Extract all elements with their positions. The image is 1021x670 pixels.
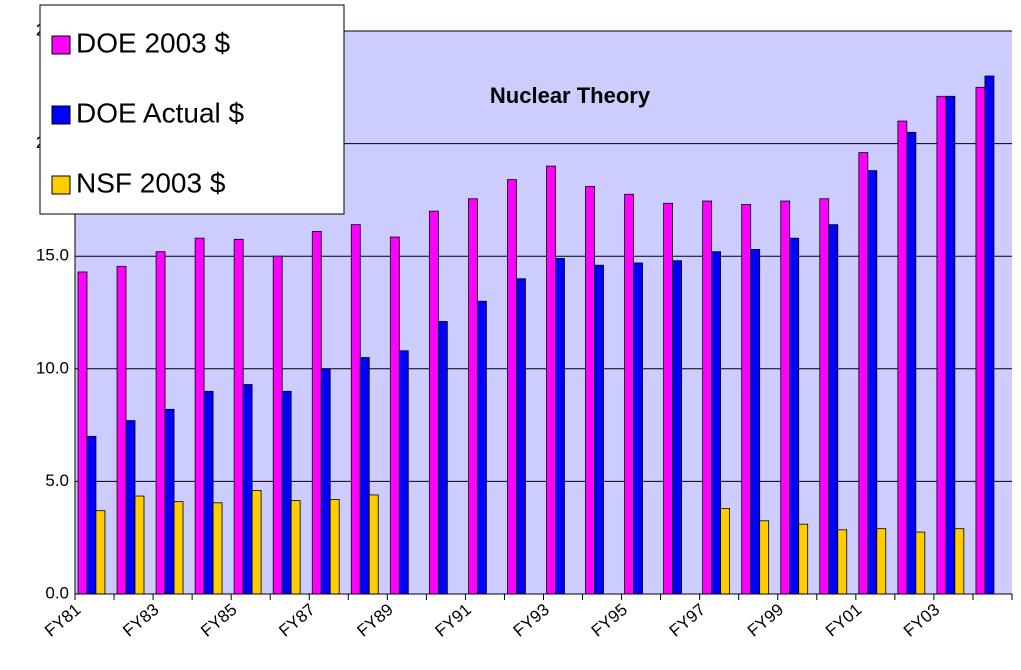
bar xyxy=(954,528,965,595)
bar xyxy=(359,357,370,595)
bar xyxy=(212,502,223,595)
bar xyxy=(876,528,887,595)
bar xyxy=(594,264,604,595)
bar xyxy=(897,120,908,595)
bar xyxy=(837,529,848,595)
y-tick-label: 10.0 xyxy=(36,358,69,377)
bar xyxy=(741,204,752,595)
x-tick-label: FY91 xyxy=(432,600,475,641)
bar xyxy=(711,251,722,595)
legend: DOE 2003 $ DOE Actual $ NSF 2003 $ xyxy=(39,4,345,215)
bar xyxy=(125,420,136,595)
bar xyxy=(116,265,127,595)
bar xyxy=(242,384,253,595)
bar xyxy=(828,224,839,595)
bar xyxy=(720,508,731,595)
bar xyxy=(759,520,770,595)
bar xyxy=(95,510,106,595)
y-tick-label: 0.0 xyxy=(45,583,69,602)
bar xyxy=(350,224,361,595)
x-tick-label: FY95 xyxy=(588,600,631,641)
x-tick-label: FY99 xyxy=(744,600,787,641)
bar xyxy=(585,185,595,595)
x-tick-label: FY01 xyxy=(822,600,865,641)
x-tick-label: FY87 xyxy=(275,600,318,641)
bar xyxy=(663,202,674,595)
bar xyxy=(329,499,340,595)
bar xyxy=(468,198,478,595)
bar xyxy=(389,236,400,595)
bar xyxy=(984,75,995,595)
bar xyxy=(780,200,791,595)
legend-swatch xyxy=(51,35,71,55)
legend-label: DOE 2003 $ xyxy=(76,27,231,58)
bar xyxy=(173,501,184,595)
bar xyxy=(702,200,713,595)
bar xyxy=(368,494,379,595)
bar xyxy=(798,523,809,595)
x-tick-label: FY85 xyxy=(197,600,240,641)
bar xyxy=(789,237,800,595)
x-tick-label: FY83 xyxy=(119,600,162,641)
bar xyxy=(507,179,517,595)
bar xyxy=(476,300,487,595)
bar xyxy=(290,500,301,595)
bar xyxy=(134,495,145,595)
bar xyxy=(555,258,565,595)
bar xyxy=(437,321,448,595)
bar xyxy=(867,170,878,595)
bar xyxy=(398,350,409,595)
bar xyxy=(906,131,917,595)
legend-swatch xyxy=(51,175,71,195)
x-tick-label: FY93 xyxy=(510,600,553,641)
bar xyxy=(624,193,634,595)
bar xyxy=(819,198,830,595)
bar xyxy=(281,390,292,595)
bar xyxy=(858,152,869,595)
legend-box xyxy=(39,4,345,215)
bar xyxy=(155,251,166,595)
bar xyxy=(77,271,88,595)
y-tick-label: 15.0 xyxy=(36,246,69,265)
bar xyxy=(546,165,556,595)
legend-label: DOE Actual $ xyxy=(76,97,245,128)
bar xyxy=(945,95,956,595)
bar xyxy=(164,408,175,595)
bar xyxy=(936,95,947,595)
x-tick-label: FY97 xyxy=(666,600,709,641)
bar xyxy=(975,86,986,595)
chart-title: Nuclear Theory xyxy=(490,83,651,108)
legend-label: NSF 2003 $ xyxy=(76,167,226,198)
bar xyxy=(915,531,926,595)
bar xyxy=(272,255,283,595)
bar xyxy=(203,390,214,595)
x-tick-label: FY89 xyxy=(353,600,396,641)
bar xyxy=(633,262,643,595)
bar xyxy=(320,368,331,595)
x-tick-label: FY03 xyxy=(900,600,943,641)
bar xyxy=(750,249,761,595)
bar xyxy=(672,260,682,595)
bar xyxy=(194,237,205,595)
bar xyxy=(251,490,262,595)
bar xyxy=(311,231,322,595)
x-tick-label: FY81 xyxy=(41,600,84,641)
bar xyxy=(233,238,244,595)
legend-swatch xyxy=(51,105,71,125)
y-tick-label: 5.0 xyxy=(45,471,69,490)
bar xyxy=(516,278,526,595)
bar xyxy=(86,435,97,595)
bar xyxy=(428,210,439,595)
